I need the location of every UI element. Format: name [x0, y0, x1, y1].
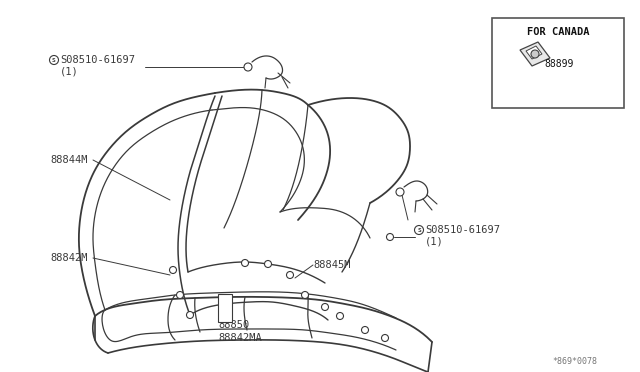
Circle shape	[287, 272, 294, 279]
Circle shape	[244, 63, 252, 71]
Circle shape	[49, 55, 58, 64]
Circle shape	[186, 311, 193, 318]
Polygon shape	[526, 46, 542, 59]
Circle shape	[337, 312, 344, 320]
Circle shape	[321, 304, 328, 311]
Text: 88845M: 88845M	[313, 260, 351, 270]
Text: 88899: 88899	[544, 59, 573, 69]
Text: 88850: 88850	[218, 320, 249, 330]
Circle shape	[362, 327, 369, 334]
Circle shape	[170, 266, 177, 273]
Bar	[492, 18, 624, 108]
Text: (1): (1)	[425, 236, 444, 246]
Circle shape	[531, 50, 539, 58]
Text: (1): (1)	[60, 66, 79, 76]
Circle shape	[241, 260, 248, 266]
Circle shape	[301, 292, 308, 298]
Text: *869*0078: *869*0078	[552, 357, 598, 366]
Text: 88842M: 88842M	[50, 253, 88, 263]
Text: 88842MA: 88842MA	[218, 333, 262, 343]
Circle shape	[264, 260, 271, 267]
Text: S: S	[52, 58, 56, 62]
Polygon shape	[520, 42, 550, 66]
Circle shape	[177, 292, 184, 298]
Circle shape	[396, 188, 404, 196]
Text: S08510-61697: S08510-61697	[425, 225, 500, 235]
Bar	[218, 294, 232, 322]
Circle shape	[415, 225, 424, 234]
Circle shape	[381, 334, 388, 341]
Text: FOR CANADA: FOR CANADA	[527, 27, 589, 37]
Text: S08510-61697: S08510-61697	[60, 55, 135, 65]
Text: 88844M: 88844M	[50, 155, 88, 165]
Circle shape	[387, 234, 394, 241]
Text: S: S	[417, 228, 421, 232]
